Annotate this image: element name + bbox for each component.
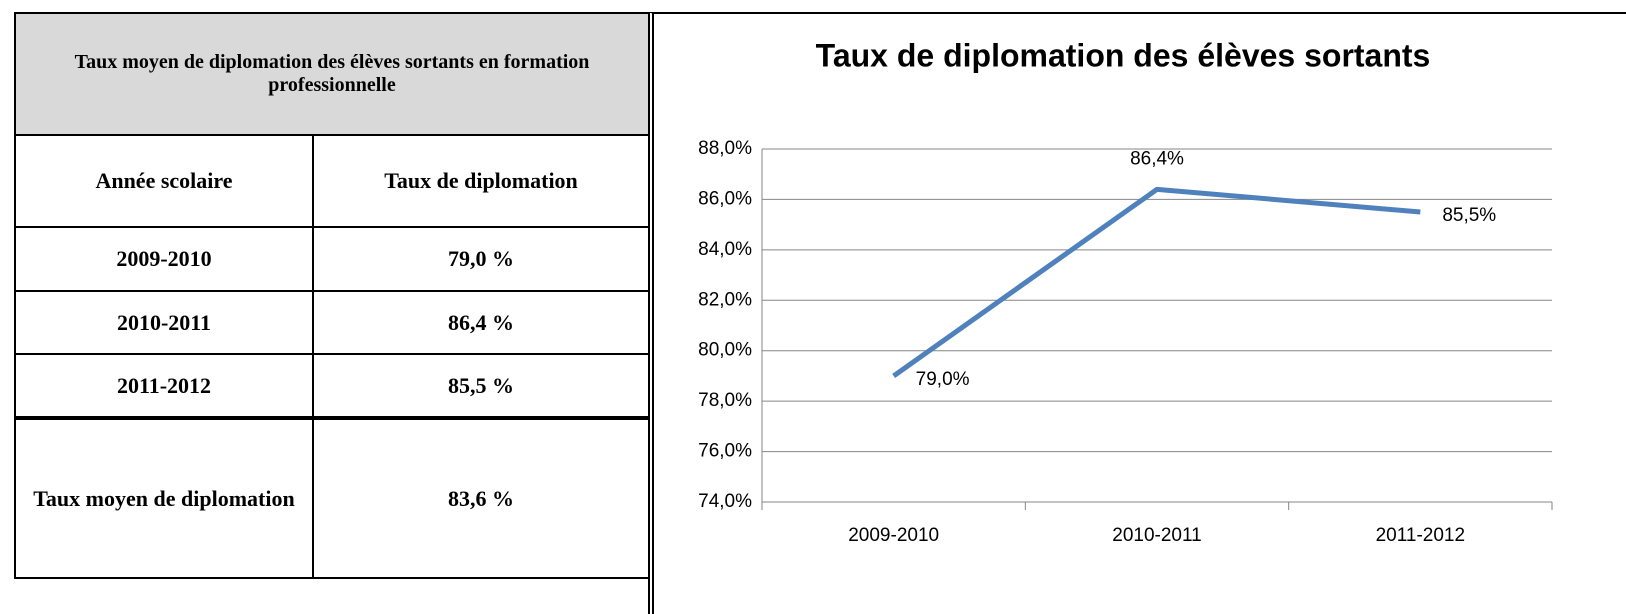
cell: 86,4 % — [312, 290, 648, 355]
x-tick-label: 2010-2011 — [1112, 525, 1201, 546]
cell: 2009-2010 — [14, 226, 314, 292]
y-tick-label: 80,0% — [698, 340, 752, 361]
data-label: 85,5% — [1442, 205, 1496, 226]
footer-value: 83,6 % — [312, 416, 648, 579]
table: Taux moyen de diplomation des élèves sor… — [14, 12, 648, 579]
chart-title: Taux de diplomation des élèves sortants — [816, 37, 1431, 73]
table-title: Taux moyen de diplomation des élèves sor… — [74, 51, 590, 96]
table-title-cell: Taux moyen de diplomation des élèves sor… — [14, 12, 648, 136]
cell: 85,5 % — [312, 353, 648, 419]
line — [892, 186, 1421, 378]
cell: 2010-2011 — [14, 290, 314, 355]
column-header: Année scolaire — [14, 134, 314, 228]
y-tick-label: 76,0% — [698, 441, 752, 462]
y-tick-label: 82,0% — [698, 289, 752, 310]
footer-label: Taux moyen de diplomation — [14, 416, 314, 579]
cell: 79,0 % — [312, 226, 648, 292]
x-tick-label: 2009-2010 — [848, 525, 939, 546]
data-label: 79,0% — [916, 369, 970, 390]
table-panel: Taux moyen de diplomation des élèves sor… — [14, 12, 648, 587]
chart-panel — [648, 12, 1626, 614]
cell: 2011-2012 — [14, 353, 314, 419]
y-tick-label: 84,0% — [698, 239, 752, 260]
data-label: 86,4% — [1130, 148, 1184, 169]
y-tick-label: 74,0% — [698, 491, 752, 512]
y-tick-label: 88,0% — [698, 138, 752, 159]
column-header: Taux de diplomation — [312, 134, 648, 228]
chart: Taux de diplomation des élèves sortants … — [698, 37, 1553, 546]
y-tick-label: 78,0% — [698, 390, 752, 411]
x-tick-label: 2011-2012 — [1376, 525, 1465, 546]
page: Taux moyen de diplomation des élèves sor… — [14, 12, 1626, 614]
y-tick-label: 86,0% — [698, 188, 752, 209]
